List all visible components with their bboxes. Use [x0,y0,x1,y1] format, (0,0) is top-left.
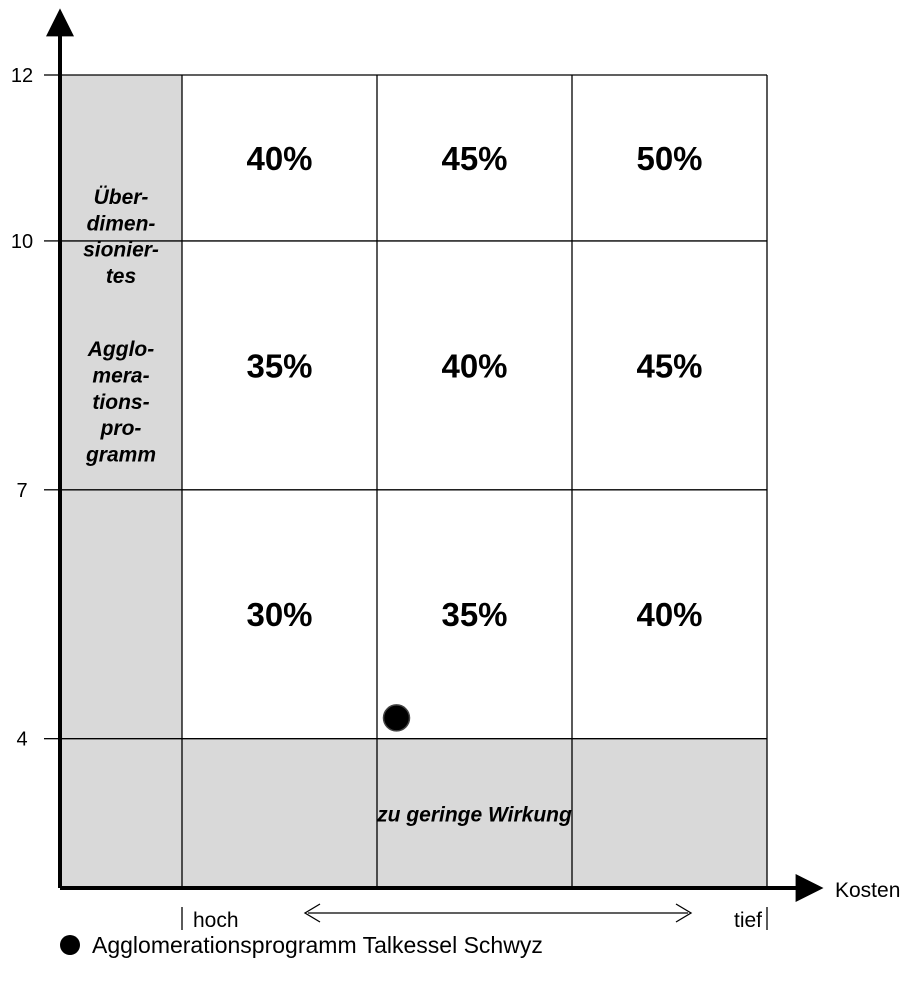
cell-value-r0-c1: 40% [246,140,312,177]
legend: Agglomerationsprogramm Talkessel Schwyz [60,928,543,962]
oversized-label-line: tions- [92,391,149,414]
data-point [382,704,411,732]
y-tick-label: 7 [16,480,27,502]
oversized-label-line: tes [106,265,136,288]
low-effect-label: zu geringe Wirkung [376,803,572,826]
oversized-label-line: mera- [92,365,149,388]
cell-value-r2-c3: 40% [636,596,702,633]
cell-value-r2-c1: 30% [246,596,312,633]
cell-value-r2-c2: 35% [441,596,507,633]
legend-label: Agglomerationsprogramm Talkessel Schwyz [92,931,543,958]
oversized-label-line: sionier- [83,239,159,262]
oversized-label-line: pro- [100,417,142,440]
oversized-label-line: gramm [85,443,156,466]
y-tick-label: 12 [11,65,33,87]
cell-value-r1-c2: 40% [441,347,507,384]
legend-marker-icon [60,935,80,955]
shaded-region-low-effect [182,738,767,888]
x-arrow-right-head [675,903,693,923]
cell-value-r0-c2: 45% [441,140,507,177]
y-tick-label: 4 [16,729,27,751]
oversized-label-line: dimen- [87,212,156,235]
x-axis-title: Kosten [835,879,900,902]
oversized-label-line: Agglo- [87,338,154,361]
cell-value-r1-c3: 45% [636,347,702,384]
y-tick-label: 10 [11,231,33,253]
x-arrow-left-head [303,903,321,923]
x-high-label: tief [734,909,762,932]
cell-value-r1-c1: 35% [246,347,312,384]
cell-value-r0-c3: 50% [636,140,702,177]
oversized-label-line: Über- [94,186,149,209]
shaded-region-oversized [60,75,182,888]
x-low-label: hoch [193,909,239,932]
